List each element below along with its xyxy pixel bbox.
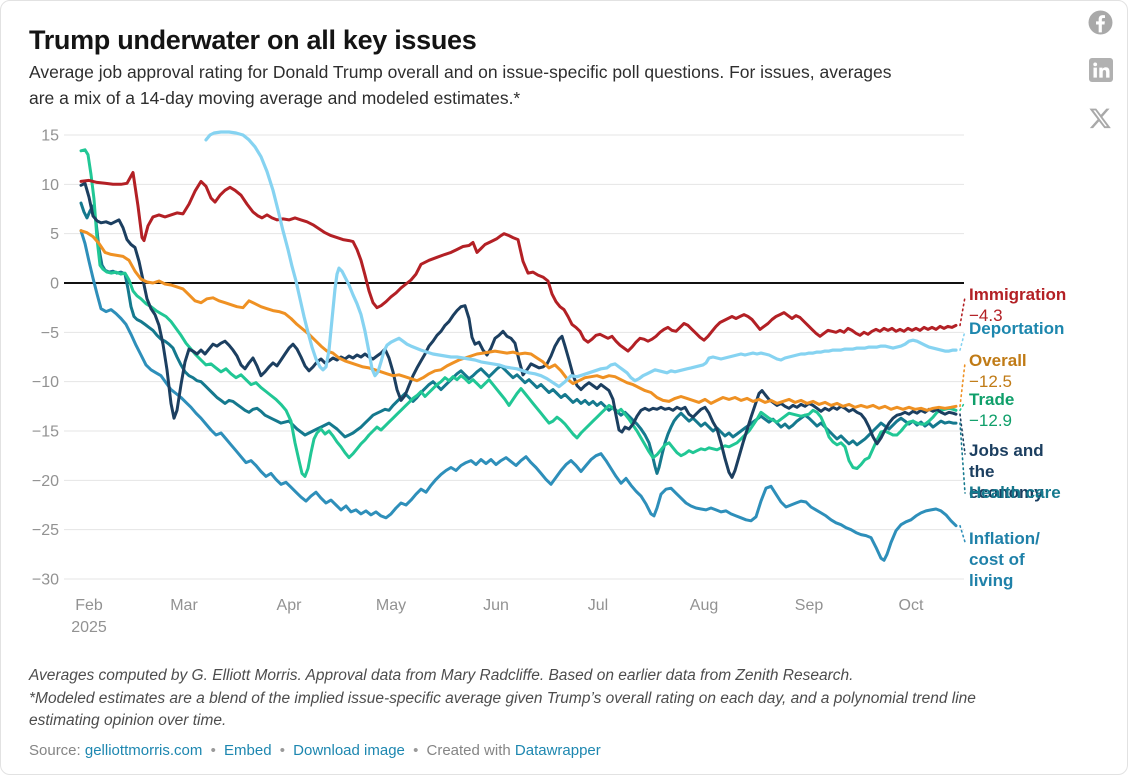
credit-line: Averages computed by G. Elliott Morris. …: [29, 667, 854, 684]
y-axis-tick-label: −15: [32, 424, 59, 441]
footnote-line2: estimating opinion over time.: [29, 712, 227, 729]
y-axis-tick-label: −10: [32, 374, 59, 391]
y-axis-tick-label: 15: [41, 127, 59, 144]
x-axis-labels: Feb 2025 Mar Apr May Jun Jul Aug Sep Oct: [71, 597, 924, 636]
line-chart-plot: 15 10 5 0 −5 −10 −15 −20 −25 −30 Feb 2025 Mar Apr May J…: [32, 127, 966, 636]
bullet-separator: •: [279, 742, 285, 759]
label-leader-overall: [959, 362, 966, 408]
y-axis-tick-label: 10: [41, 177, 59, 194]
series-line-health: [79, 201, 958, 475]
label-leader-health: [959, 422, 966, 494]
chart-subtitle-line2: are a mix of a 14-day moving average and…: [29, 88, 521, 108]
y-axis-tick-label: −30: [32, 572, 59, 589]
embed-link[interactable]: Embed: [224, 742, 272, 759]
share-toolbar: [1088, 10, 1113, 131]
share-facebook-button[interactable]: [1088, 10, 1113, 35]
datawrapper-link[interactable]: Datawrapper: [514, 742, 601, 759]
share-linkedin-button[interactable]: [1088, 58, 1113, 83]
x-axis-tick-label: Mar: [170, 597, 198, 614]
x-twitter-icon: [1088, 108, 1113, 134]
label-leader-jobs: [959, 413, 966, 455]
source-row: Source: gelliottmorris.com • Embed • Dow…: [29, 742, 601, 759]
series-line-immigration: [79, 171, 958, 353]
y-axis-tick-label: −25: [32, 522, 59, 539]
chart-subtitle-line1: Average job approval rating for Donald T…: [29, 62, 892, 82]
source-prefix: Source:: [29, 742, 85, 759]
share-x-button[interactable]: [1088, 106, 1113, 131]
source-link[interactable]: gelliottmorris.com: [84, 742, 203, 759]
y-axis-tick-label: 5: [50, 226, 59, 243]
chart-notes: Averages computed by G. Elliott Morris. …: [29, 665, 1114, 733]
bullet-separator: •: [210, 742, 216, 759]
download-image-link[interactable]: Download image: [293, 742, 405, 759]
gridlines: 15 10 5 0 −5 −10 −15 −20 −25 −30: [32, 127, 964, 589]
x-axis-tick-label: Jun: [483, 597, 509, 614]
bullet-separator: •: [413, 742, 419, 759]
created-with-label: Created with: [426, 742, 511, 759]
series-line-inflation: [79, 229, 958, 562]
series-line-trade: [79, 148, 958, 478]
x-axis-tick-label: Jul: [588, 597, 608, 614]
x-axis-tick-label: Sep: [795, 597, 824, 614]
linkedin-icon: [1088, 58, 1113, 85]
x-axis-year-label: 2025: [71, 619, 107, 636]
x-axis-tick-label: May: [376, 597, 406, 614]
label-leader-trade: [959, 401, 966, 412]
label-leader-deportation: [959, 330, 966, 351]
series-line-overall: [79, 229, 958, 412]
footnote-line1: *Modeled estimates are a blend of the im…: [29, 689, 976, 707]
x-axis-tick-label: Aug: [690, 597, 718, 614]
chart-subtitle: Average job approval rating for Donald T…: [29, 59, 1089, 111]
page-title: Trump underwater on all key issues: [29, 25, 477, 56]
y-axis-tick-label: −5: [41, 325, 59, 342]
x-axis-tick-label: Apr: [277, 597, 303, 614]
label-leader-immigration: [959, 296, 966, 327]
series-line-deportation: [204, 130, 958, 389]
x-axis-tick-label: Oct: [899, 597, 924, 614]
label-leader-inflation: [959, 524, 966, 543]
facebook-icon: [1088, 10, 1113, 38]
y-axis-tick-label: −20: [32, 473, 59, 490]
y-axis-tick-label: 0: [50, 276, 59, 293]
x-axis-tick-label: Feb: [75, 597, 103, 614]
